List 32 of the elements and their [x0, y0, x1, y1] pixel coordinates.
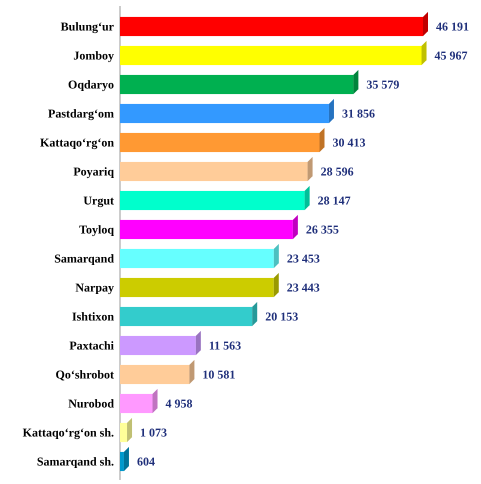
y-tick-label: Urgut [83, 194, 114, 208]
data-label: 31 856 [342, 106, 375, 121]
y-tick-label: Samarqand [54, 252, 114, 266]
data-label: 20 153 [265, 310, 298, 324]
data-label: 1 073 [140, 426, 168, 440]
data-label: 23 453 [286, 252, 320, 266]
y-tick-label: Pastdarg‘om [48, 106, 114, 121]
data-label: 28 147 [318, 194, 351, 208]
data-label: 28 596 [320, 164, 354, 179]
data-label: 35 579 [366, 78, 400, 92]
y-tick-label: Bulung‘ur [60, 20, 115, 34]
data-label: 11 563 [208, 338, 242, 353]
y-tick-label: Oqdaryo [68, 78, 114, 92]
data-label: 30 413 [332, 136, 366, 150]
data-label: 4 958 [166, 396, 193, 411]
data-label: 26 355 [306, 222, 339, 237]
y-tick-label: Paxtachi [69, 338, 115, 353]
y-tick-label: Toyloq [79, 222, 114, 237]
y-tick-label: Kattaqo‘rg‘on sh. [22, 426, 114, 440]
data-label: 604 [136, 454, 155, 469]
y-tick-label: Jomboy [73, 48, 114, 63]
y-tick-label: Kattaqo‘rg‘on [40, 136, 114, 150]
y-tick-label: Nurobod [68, 396, 114, 411]
y-tick-label: Samarqand sh. [36, 454, 114, 469]
data-label: 23 443 [286, 280, 320, 295]
data-label: 10 581 [202, 368, 236, 382]
y-tick-label: Ishtixon [72, 310, 114, 324]
data-label: 45 967 [434, 48, 468, 63]
y-tick-label: Qo‘shrobot [56, 368, 114, 382]
y-tick-label: Narpay [75, 280, 114, 295]
data-label: 46 191 [436, 20, 469, 34]
y-tick-label: Poyariq [73, 164, 114, 179]
